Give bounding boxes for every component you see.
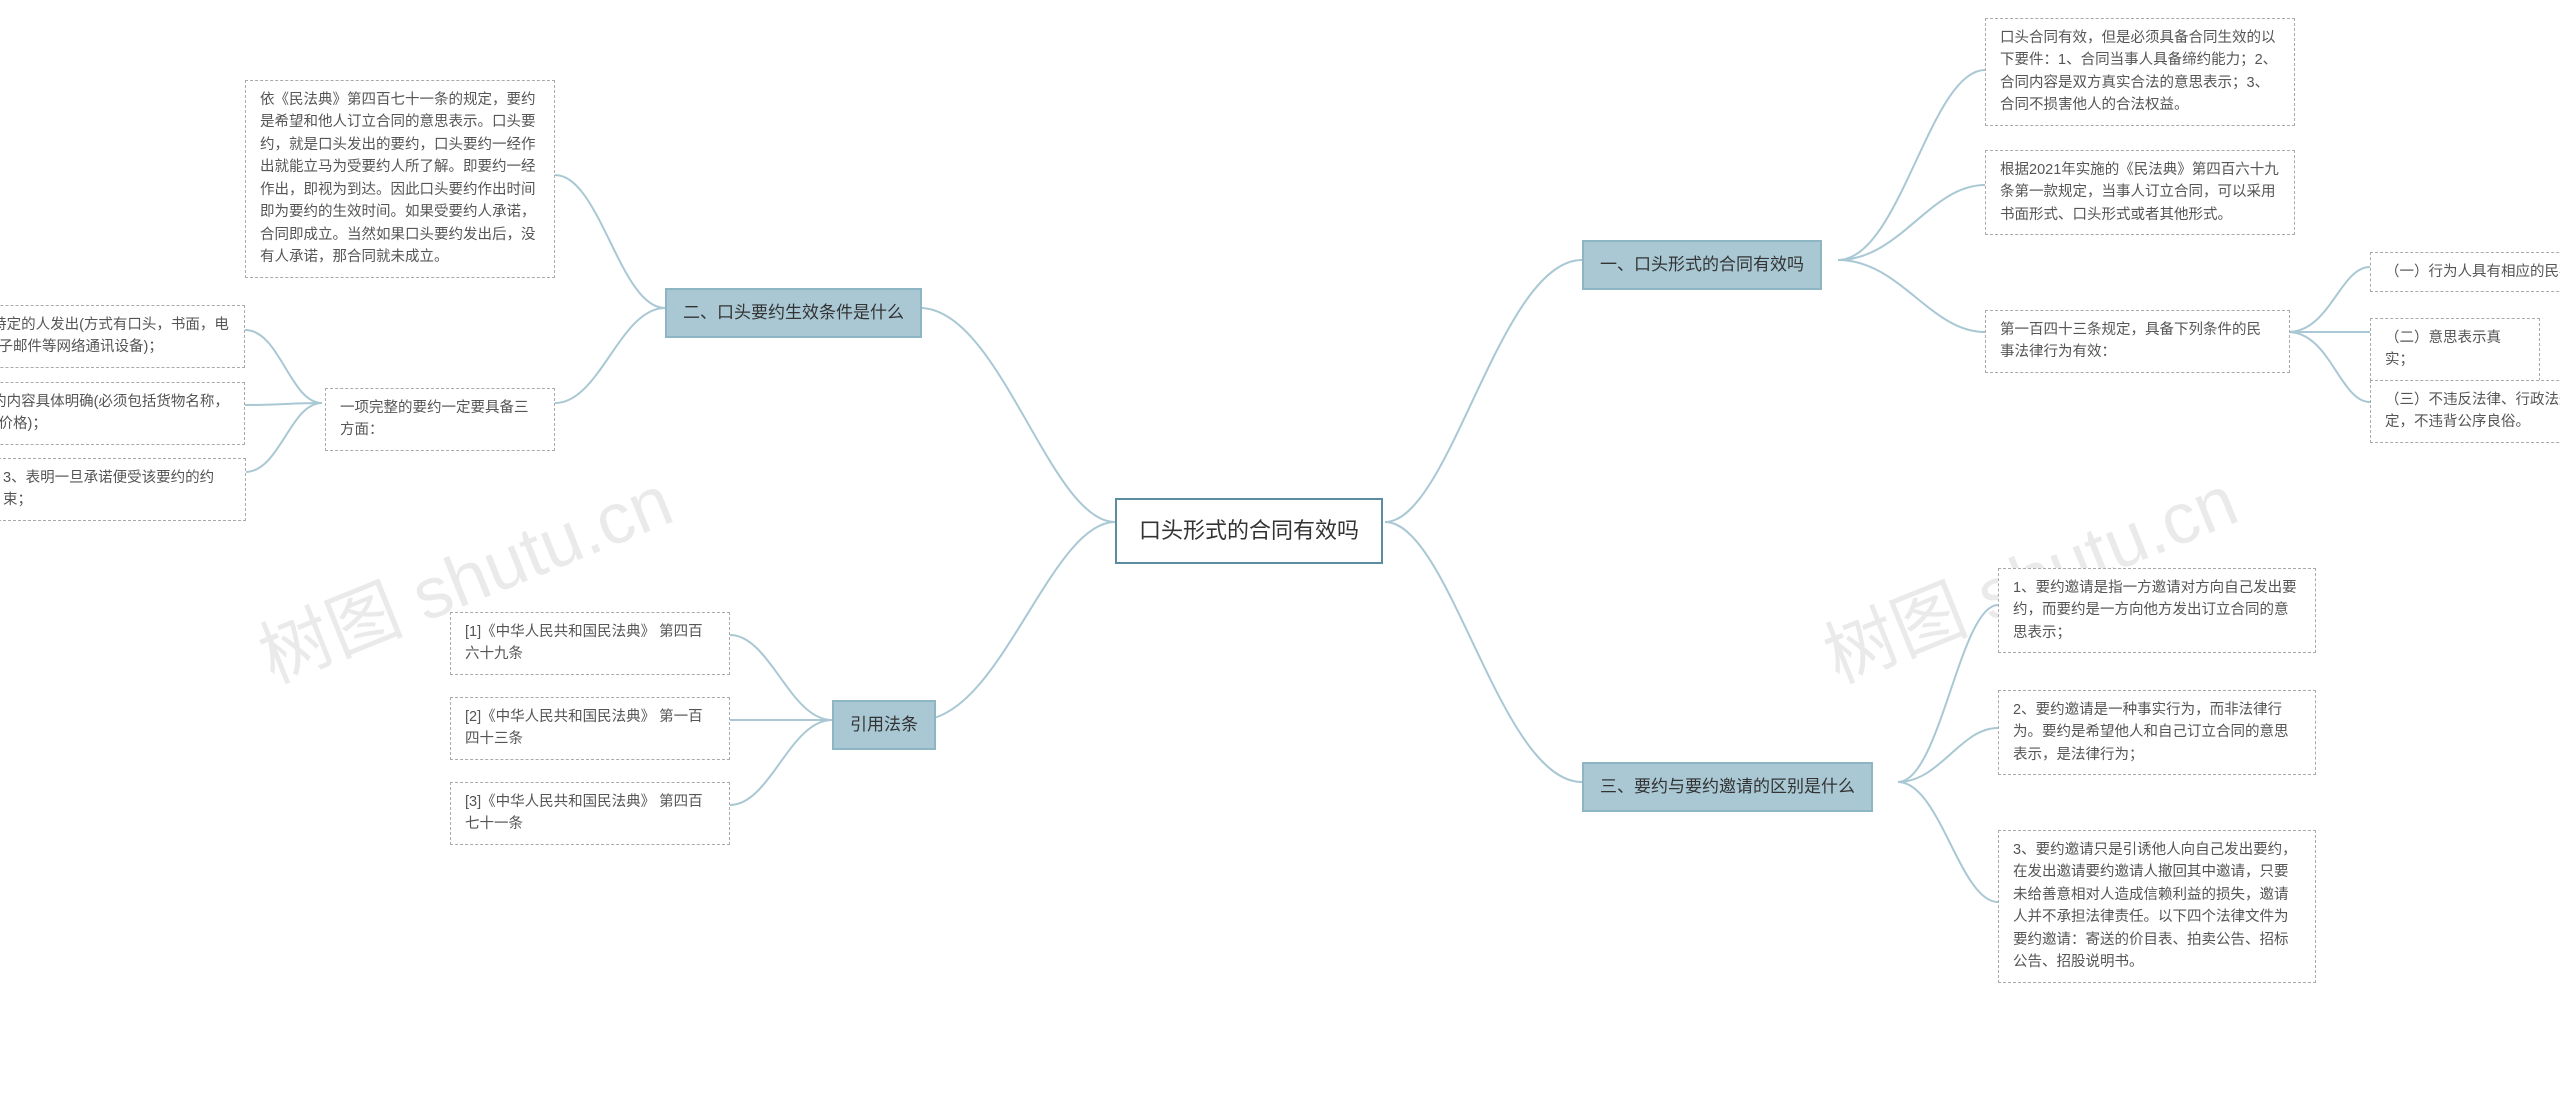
leaf-r2c: 3、要约邀请只是引诱他人向自己发出要约，在发出邀请要约邀请人撤回其中邀请，只要未…	[1998, 830, 2316, 983]
leaf-r1a: 口头合同有效，但是必须具备合同生效的以下要件：1、合同当事人具备缔约能力；2、合…	[1985, 18, 2295, 126]
leaf-l1b: 一项完整的要约一定要具备三方面：	[325, 388, 555, 451]
leaf-r1c3: （三）不违反法律、行政法规的强制性规定，不违背公序良俗。	[2370, 380, 2560, 443]
branch-r1[interactable]: 一、口头形式的合同有效吗	[1582, 240, 1822, 290]
leaf-l1b2: 2、要约内容具体明确(必须包括货物名称，数量，价格)；	[0, 382, 245, 445]
leaf-l1b1: 1、对特定的人发出(方式有口头，书面，电话，电子邮件等网络通讯设备)；	[0, 305, 245, 368]
leaf-r1b: 根据2021年实施的《民法典》第四百六十九条第一款规定，当事人订立合同，可以采用…	[1985, 150, 2295, 235]
leaf-l1b3: 3、表明一旦承诺便受该要约的约束；	[0, 458, 246, 521]
leaf-l2c: [3]《中华人民共和国民法典》 第四百七十一条	[450, 782, 730, 845]
leaf-r2a: 1、要约邀请是指一方邀请对方向自己发出要约，而要约是一方向他方发出订立合同的意思…	[1998, 568, 2316, 653]
leaf-r1c1: （一）行为人具有相应的民事行为能力；	[2370, 252, 2560, 292]
leaf-l2a: [1]《中华人民共和国民法典》 第四百六十九条	[450, 612, 730, 675]
leaf-r1c: 第一百四十三条规定，具备下列条件的民事法律行为有效：	[1985, 310, 2290, 373]
branch-r2[interactable]: 三、要约与要约邀请的区别是什么	[1582, 762, 1873, 812]
leaf-r2b: 2、要约邀请是一种事实行为，而非法律行为。要约是希望他人和自己订立合同的意思表示…	[1998, 690, 2316, 775]
leaf-r1c2: （二）意思表示真实；	[2370, 318, 2540, 381]
root-node[interactable]: 口头形式的合同有效吗	[1115, 498, 1383, 564]
branch-l1[interactable]: 二、口头要约生效条件是什么	[665, 288, 922, 338]
leaf-l1a: 依《民法典》第四百七十一条的规定，要约是希望和他人订立合同的意思表示。口头要约，…	[245, 80, 555, 278]
branch-l2[interactable]: 引用法条	[832, 700, 936, 750]
leaf-l2b: [2]《中华人民共和国民法典》 第一百四十三条	[450, 697, 730, 760]
